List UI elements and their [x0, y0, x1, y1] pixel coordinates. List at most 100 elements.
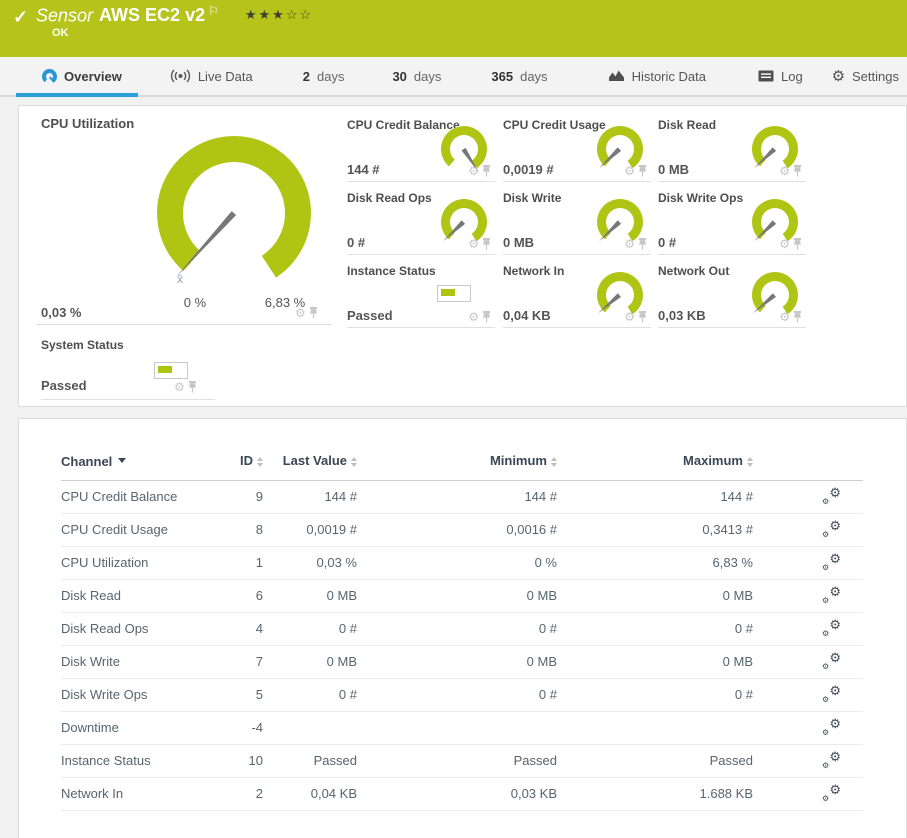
gear-icon[interactable]: ⚙: [779, 237, 790, 251]
value-cell: 0 #: [538, 687, 557, 703]
gear-icon[interactable]: ⚙: [624, 237, 635, 251]
tab-365-days[interactable]: 365 days: [487, 57, 551, 95]
channel-settings-icon[interactable]: ⚙ ⚙: [822, 683, 841, 705]
small-gauge: [597, 126, 643, 172]
gear-icon[interactable]: ⚙: [468, 237, 479, 251]
pin-icon[interactable]: [638, 311, 647, 323]
panel-disk-write: Disk Write 0 MB ⚙: [503, 186, 651, 255]
sensor-title: AWS EC2 v2: [99, 5, 206, 26]
channel-settings-icon[interactable]: ⚙ ⚙: [822, 716, 841, 738]
pin-icon[interactable]: [482, 238, 491, 250]
flag-icon[interactable]: ⚐: [208, 4, 219, 18]
sensor-banner: ✓ Sensor AWS EC2 v2 ⚐ ★★★☆☆ OK: [0, 0, 907, 57]
channel-settings-icon[interactable]: ⚙ ⚙: [822, 485, 841, 507]
gear-icon: ⚙: [831, 67, 846, 85]
pin-icon[interactable]: [638, 238, 647, 250]
value-cell: [357, 711, 557, 744]
panel-title: Network Out: [658, 264, 730, 278]
sort-icon: [551, 454, 557, 470]
channel-settings-icon[interactable]: ⚙ ⚙: [822, 650, 841, 672]
table-row: CPU Credit Usage 8 0,0019 # 0,0016 # 0,3413 …: [61, 513, 863, 547]
table-row: CPU Credit Balance 9 144 # 144 # 144 # ⚙ ⚙: [61, 480, 863, 514]
row-actions-cell: ⚙ ⚙: [753, 513, 863, 546]
tab-overview[interactable]: Overview: [16, 57, 138, 97]
tab-number: 30: [392, 68, 407, 84]
value-cell: 0 MB: [526, 654, 557, 670]
value-cell: 10: [248, 753, 263, 769]
pin-icon[interactable]: [793, 238, 802, 250]
gear-icon[interactable]: ⚙: [624, 164, 635, 178]
table-row: Disk Write 7 0 MB 0 MB 0 MB ⚙ ⚙: [61, 645, 863, 679]
table-row: Instance Status 10 Passed Passed Passed ⚙ ⚙: [61, 744, 863, 778]
gear-icon[interactable]: ⚙: [174, 380, 185, 394]
channel-settings-icon[interactable]: ⚙ ⚙: [822, 782, 841, 804]
pin-icon[interactable]: [188, 381, 197, 393]
pin-icon[interactable]: [482, 165, 491, 177]
value-cell: 1: [255, 555, 263, 571]
tab-log[interactable]: Log: [754, 57, 807, 95]
sort-icon: [257, 454, 263, 470]
panel-actions: ⚙: [468, 165, 491, 177]
value-cell: 0 MB: [526, 588, 557, 604]
tab-30-days[interactable]: 30 days: [388, 57, 445, 95]
panel-actions: ⚙: [295, 307, 318, 319]
value-cell: 7: [255, 654, 263, 670]
column-header-id[interactable]: ID: [231, 449, 263, 480]
small-gauge: [752, 126, 798, 172]
gear-icon[interactable]: ⚙: [624, 310, 635, 324]
pin-icon[interactable]: [793, 165, 802, 177]
tab-historic-data[interactable]: Historic Data: [604, 57, 710, 95]
pin-icon[interactable]: [309, 307, 318, 319]
tab-label: Historic Data: [631, 68, 706, 84]
table-row: Network In 2 0,04 KB 0,03 KB 1.688 KB ⚙ ⚙: [61, 777, 863, 811]
tab-live-data[interactable]: Live Data: [166, 57, 257, 95]
panel-instance-status: Instance Status Passed ⚙: [347, 259, 495, 328]
tab-number: 2: [302, 68, 310, 84]
mean-marker: x̄: [177, 272, 183, 286]
panel-network-out: Network Out 0,03 KB ⚙: [658, 259, 806, 328]
value-cell: 0 #: [338, 687, 357, 703]
channel-settings-icon[interactable]: ⚙ ⚙: [822, 749, 841, 771]
pin-icon[interactable]: [793, 311, 802, 323]
channel-settings-icon[interactable]: ⚙ ⚙: [822, 617, 841, 639]
panel-value: Passed: [41, 378, 87, 393]
panel-actions: ⚙: [779, 165, 802, 177]
table-row: Downtime -4 ⚙ ⚙: [61, 711, 863, 745]
pin-icon[interactable]: [638, 165, 647, 177]
channels-table-card: Channel ID Last Value Minimum Maximum: [18, 418, 907, 838]
pin-icon[interactable]: [482, 311, 491, 323]
tab-label: Settings: [852, 68, 899, 84]
gear-icon[interactable]: ⚙: [295, 306, 306, 320]
gear-icon[interactable]: ⚙: [468, 164, 479, 178]
channel-name-cell: Disk Write Ops: [61, 687, 148, 703]
column-header-minimum[interactable]: Minimum: [357, 449, 557, 480]
channel-settings-icon[interactable]: ⚙ ⚙: [822, 518, 841, 540]
value-cell: 0 #: [538, 621, 557, 637]
value-cell: Passed: [513, 753, 557, 769]
channel-name-cell: Disk Read: [61, 588, 121, 604]
value-cell: 0 #: [338, 621, 357, 637]
column-header-channel[interactable]: Channel: [61, 449, 231, 480]
gear-icon[interactable]: ⚙: [468, 310, 479, 324]
priority-stars[interactable]: ★★★☆☆: [244, 7, 314, 23]
table-row: Disk Read Ops 4 0 # 0 # 0 # ⚙ ⚙: [61, 612, 863, 646]
gear-icon[interactable]: ⚙: [779, 310, 790, 324]
broadcast-icon: [170, 69, 190, 83]
tab-2-days[interactable]: 2 days: [299, 57, 349, 95]
column-header-last-value[interactable]: Last Value: [263, 449, 357, 480]
channel-settings-icon[interactable]: ⚙ ⚙: [822, 584, 841, 606]
column-header-maximum[interactable]: Maximum: [557, 449, 753, 480]
value-cell: 144 #: [324, 489, 357, 505]
sensor-status-text: OK: [52, 27, 69, 39]
panel-title: Instance Status: [347, 264, 436, 278]
gauge-min-label: 0 %: [183, 295, 207, 310]
value-cell: 1.688 KB: [699, 786, 754, 802]
tab-number: 365: [491, 68, 514, 84]
small-gauge: [752, 199, 798, 245]
gear-icon[interactable]: ⚙: [779, 164, 790, 178]
channel-name-cell: CPU Credit Balance: [61, 489, 178, 505]
channel-settings-icon[interactable]: ⚙ ⚙: [822, 551, 841, 573]
panel-actions: ⚙: [174, 381, 197, 393]
tab-settings[interactable]: ⚙ Settings: [828, 57, 903, 95]
